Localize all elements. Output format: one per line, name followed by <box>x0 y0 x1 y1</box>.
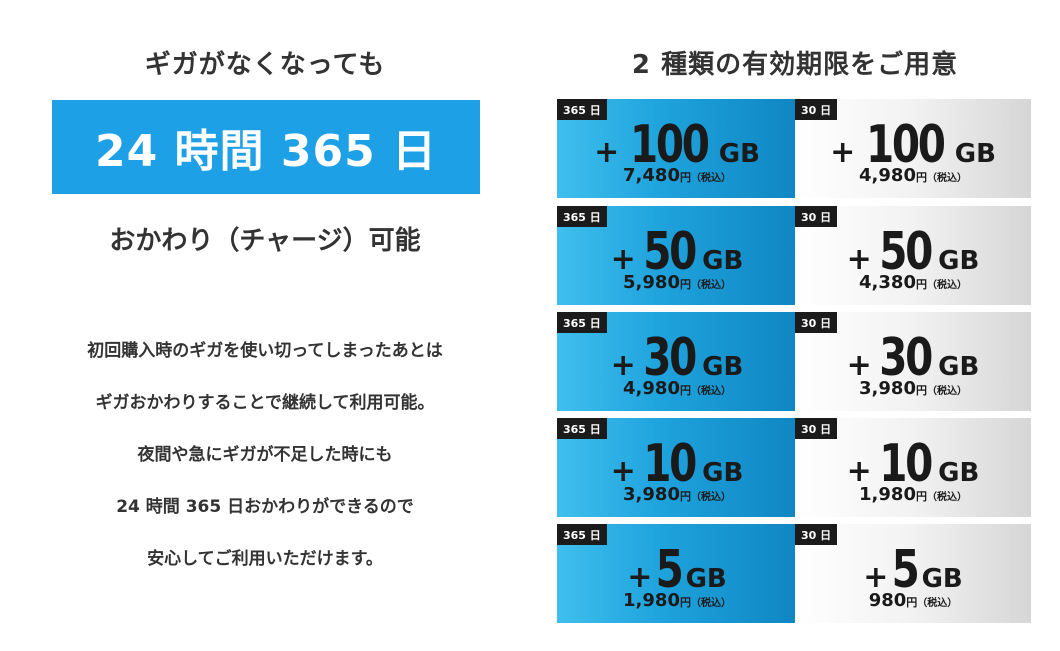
data-amount: +100 GB <box>830 115 996 175</box>
data-amount: +100 GB <box>594 115 760 175</box>
validity-tag: 365 日 <box>557 418 607 439</box>
validity-tag: 365 日 <box>557 312 607 333</box>
recharge-subheading: おかわり（チャージ）可能 <box>109 226 421 256</box>
data-amount: +30 GB <box>846 328 980 388</box>
description-line: 24 時間 365 日おかわりができるので <box>116 497 414 517</box>
plan-price: 3,980円（税込） <box>859 378 967 399</box>
validity-tag: 365 日 <box>557 99 607 120</box>
plan-price: 4,980円（税込） <box>859 165 967 186</box>
plan-card-365-day: 365 日 +5 GB 1,980円（税込） <box>557 524 797 623</box>
plan-card-30-day: 30 日 +30 GB 3,980円（税込） <box>795 312 1031 411</box>
plan-card-30-day: 30 日 +100 GB 4,980円（税込） <box>795 99 1031 198</box>
plan-price: 5,980円（税込） <box>623 272 731 293</box>
data-amount: +30 GB <box>610 328 744 388</box>
validity-tag: 30 日 <box>795 524 838 545</box>
left-panel: ギガがなくなっても 24 時間 365 日 おかわり（チャージ）可能 初回購入時… <box>52 50 480 569</box>
plan-price: 7,480円（税込） <box>623 165 731 186</box>
availability-banner: 24 時間 365 日 <box>52 100 480 194</box>
plan-price: 1,980円（税込） <box>623 590 731 611</box>
plan-card-365-day: 365 日 +30 GB 4,980円（税込） <box>557 312 797 411</box>
validity-tag: 30 日 <box>795 418 838 439</box>
plan-card-365-day: 365 日 +50 GB 5,980円（税込） <box>557 206 797 305</box>
plan-card-30-day: 30 日 +10 GB 1,980円（税込） <box>795 418 1031 517</box>
description-line: 夜間や急にギガが不足した時にも <box>137 445 393 465</box>
data-amount: +5 GB <box>627 540 727 600</box>
plan-price: 1,980円（税込） <box>859 484 967 505</box>
validity-tag: 30 日 <box>795 99 838 120</box>
data-amount: +10 GB <box>610 434 744 494</box>
validity-tag: 30 日 <box>795 312 838 333</box>
plan-price: 4,380円（税込） <box>859 272 967 293</box>
validity-tag: 365 日 <box>557 524 607 545</box>
data-amount: +10 GB <box>846 434 980 494</box>
plan-price: 4,980円（税込） <box>623 378 731 399</box>
data-amount: +5 GB <box>863 540 963 600</box>
description-line: 安心してご利用いただけます。 <box>147 549 383 569</box>
plan-card-365-day: 365 日 +10 GB 3,980円（税込） <box>557 418 797 517</box>
left-heading: ギガがなくなっても <box>144 50 386 80</box>
description-line: 初回購入時のギガを使い切ってしまったあとは <box>87 341 443 361</box>
plan-card-30-day: 30 日 +50 GB 4,380円（税込） <box>795 206 1031 305</box>
data-amount: +50 GB <box>610 222 744 282</box>
validity-tag: 365 日 <box>557 206 607 227</box>
plan-card-30-day: 30 日 +5 GB 980円（税込） <box>795 524 1031 623</box>
right-heading: 2 種類の有効期限をご用意 <box>631 50 959 80</box>
plan-card-365-day: 365 日 +100 GB 7,480円（税込） <box>557 99 797 198</box>
plan-price: 3,980円（税込） <box>623 484 731 505</box>
description-line: ギガおかわりすることで継続して利用可能。 <box>95 393 435 413</box>
plan-price: 980円（税込） <box>868 590 958 611</box>
data-amount: +50 GB <box>846 222 980 282</box>
validity-tag: 30 日 <box>795 206 838 227</box>
